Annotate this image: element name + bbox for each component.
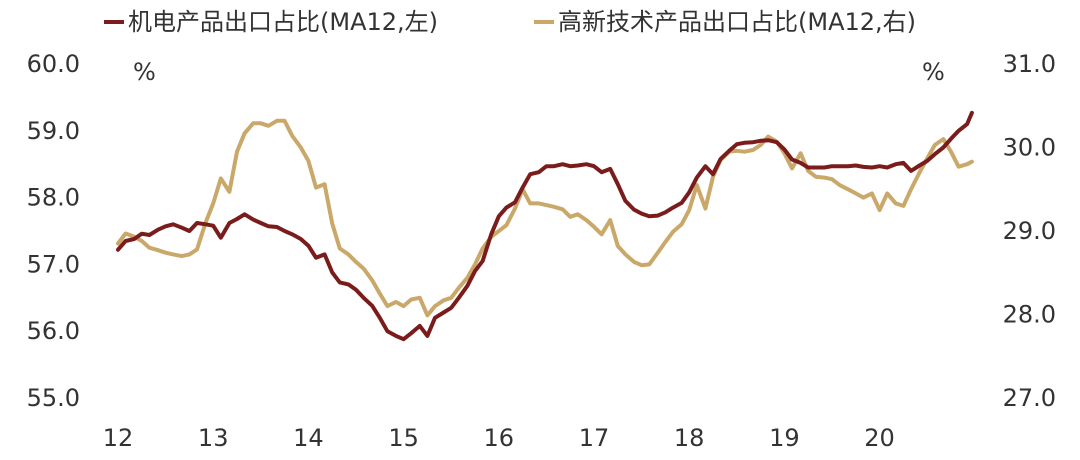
left-axis-ticks: 55.0 56.0 57.0 58.0 59.0 60.0 (27, 50, 80, 412)
x-tick-label-0: 12 (103, 424, 134, 452)
series-line-2 (116, 118, 974, 318)
x-tick-label-2: 14 (293, 424, 324, 452)
x-tick-label-8: 20 (864, 424, 895, 452)
left-axis-unit: % (133, 58, 156, 86)
x-tick-label-7: 19 (769, 424, 800, 452)
x-axis-ticks: 12 13 14 15 16 17 18 19 20 (103, 424, 895, 452)
x-tick-label-1: 13 (198, 424, 229, 452)
x-tick-label-6: 18 (674, 424, 705, 452)
right-tick-label-4: 31.0 (1003, 50, 1056, 78)
left-tick-label-3: 58.0 (27, 184, 80, 212)
series-line-1 (116, 110, 974, 342)
left-tick-label-4: 59.0 (27, 117, 80, 145)
left-tick-label-0: 55.0 (27, 384, 80, 412)
right-tick-label-3: 30.0 (1003, 134, 1056, 162)
x-tick-label-5: 17 (579, 424, 610, 452)
right-tick-label-0: 27.0 (1003, 384, 1056, 412)
series-lines (116, 110, 974, 342)
left-tick-label-1: 56.0 (27, 317, 80, 345)
right-tick-label-2: 29.0 (1003, 217, 1056, 245)
left-tick-label-2: 57.0 (27, 250, 80, 278)
legend-label-series-1: 机电产品出口占比(MA12,左) (128, 8, 438, 36)
right-tick-label-1: 28.0 (1003, 301, 1056, 329)
x-tick-label-4: 16 (484, 424, 515, 452)
left-tick-label-5: 60.0 (27, 50, 80, 78)
legend-label-series-2: 高新技术产品出口占比(MA12,右) (558, 8, 916, 36)
right-axis-ticks: 27.0 28.0 29.0 30.0 31.0 (1003, 50, 1056, 412)
legend: 机电产品出口占比(MA12,左) 高新技术产品出口占比(MA12,右) (104, 8, 916, 36)
right-axis-unit: % (922, 58, 945, 86)
x-tick-label-3: 15 (388, 424, 419, 452)
